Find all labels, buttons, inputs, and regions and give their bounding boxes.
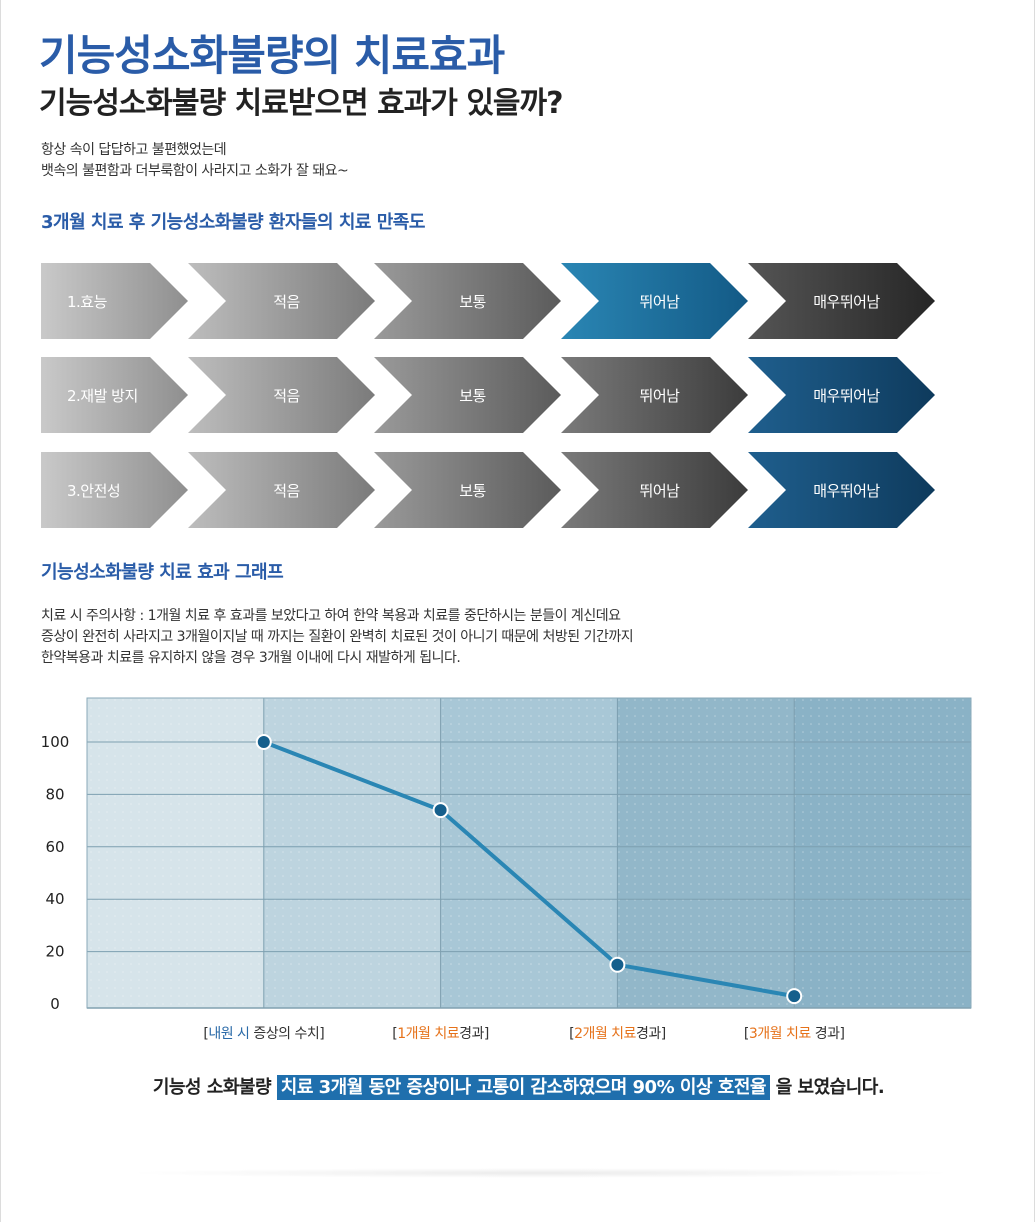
level-low: 적음 [188,452,375,528]
effect-line-chart: 0 20 40 60 80 100 [1,690,1035,1060]
y-tick-label: 40 [45,890,64,908]
row-label: 2.재발 방지 [41,357,188,433]
summary-before: 기능성 소화불량 [152,1077,277,1098]
caution-line-3: 한약복용과 치료를 유지하지 않을 경우 3개월 이내에 다시 재발하게 됩니다… [41,650,461,666]
chart-texture [87,698,971,1008]
bottom-shadow [121,1168,961,1178]
x-axis-labels: [내원 시 증상의 수치] [1개월 치료경과] [2개월 치료경과] [3개월 치료… [1,1023,1035,1045]
x-tick-label: [1개월 치료경과] [392,1026,489,1042]
summary-highlight: 치료 3개월 동안 증상이나 고통이 감소하였으며 90% 이상 호전율 [276,1075,770,1100]
x-tick-label: [내원 시 증상의 수치] [203,1026,325,1042]
data-point [786,988,803,1005]
level-excellent: 매우뛰어남 [748,263,935,339]
x-tick-label: [2개월 치료경과] [569,1026,666,1042]
level-normal: 보통 [374,357,561,433]
level-low: 적음 [188,263,375,339]
level-good-selected: 뛰어남 [561,263,748,339]
summary-after: 을 보였습니다. [769,1077,885,1098]
level-low: 적음 [188,357,375,433]
caution-line-2: 증상이 완전히 사라지고 3개월이지날 때 까지는 질환이 완벽히 치료된 것이… [41,629,634,645]
y-tick-label: 0 [50,995,60,1013]
row-label: 1.효능 [41,263,188,339]
caution-line-1: 치료 시 주의사항 : 1개월 치료 후 효과를 보았다고 하여 한약 복용과 … [41,608,621,624]
level-excellent-selected: 매우뛰어남 [748,452,935,528]
satisfaction-title: 3개월 치료 후 기능성소화불량 환자들의 치료 만족도 [41,212,425,233]
satisfaction-row-relapse: 2.재발 방지 적음 보통 뛰어남 매우뛰어남 [41,357,941,433]
satisfaction-row-safety: 3.안전성 적음 보통 뛰어남 매우뛰어남 [41,452,941,528]
data-point [432,802,449,819]
data-point [255,734,272,750]
plot-border [86,697,972,1009]
page-title: 기능성소화불량의 치료효과 [39,31,505,80]
y-tick-label: 20 [45,943,64,961]
y-tick-label: 80 [45,785,64,803]
x-tick-label: [3개월 치료 경과] [743,1026,845,1042]
level-excellent-selected: 매우뛰어남 [748,357,935,433]
data-point [609,956,626,973]
page-subtitle: 기능성소화불량 치료받으면 효과가 있을까? [39,86,564,121]
y-tick-label: 60 [45,838,64,856]
y-tick-label: 100 [41,733,70,751]
summary-text: 기능성 소화불량 치료 3개월 동안 증상이나 고통이 감소하였으며 90% 이… [1,1073,1035,1100]
level-normal: 보통 [374,452,561,528]
graph-title: 기능성소화불량 치료 효과 그래프 [41,562,284,583]
level-good: 뛰어남 [561,452,748,528]
intro-text: 항상 속이 답답하고 불편했었는데 뱃속의 불편함과 더부룩함이 사라지고 소화… [41,140,349,182]
level-good: 뛰어남 [561,357,748,433]
row-label: 3.안전성 [41,452,188,528]
satisfaction-row-efficacy: 1.효능 적음 보통 뛰어남 매우뛰어남 [41,263,941,339]
series-line [263,740,795,999]
satisfaction-grid: 1.효능 적음 보통 뛰어남 매우뛰어남 2.재발 방지 적음 보통 뛰어남 매… [41,263,941,533]
intro-line-2: 뱃속의 불편함과 더부룩함이 사라지고 소화가 잘 돼요~ [41,163,349,179]
intro-line-1: 항상 속이 답답하고 불편했었는데 [41,142,227,158]
level-normal: 보통 [374,263,561,339]
chart-svg: 0 20 40 60 80 100 [41,697,972,1013]
caution-text: 치료 시 주의사항 : 1개월 치료 후 효과를 보았다고 하여 한약 복용과 … [41,606,634,669]
